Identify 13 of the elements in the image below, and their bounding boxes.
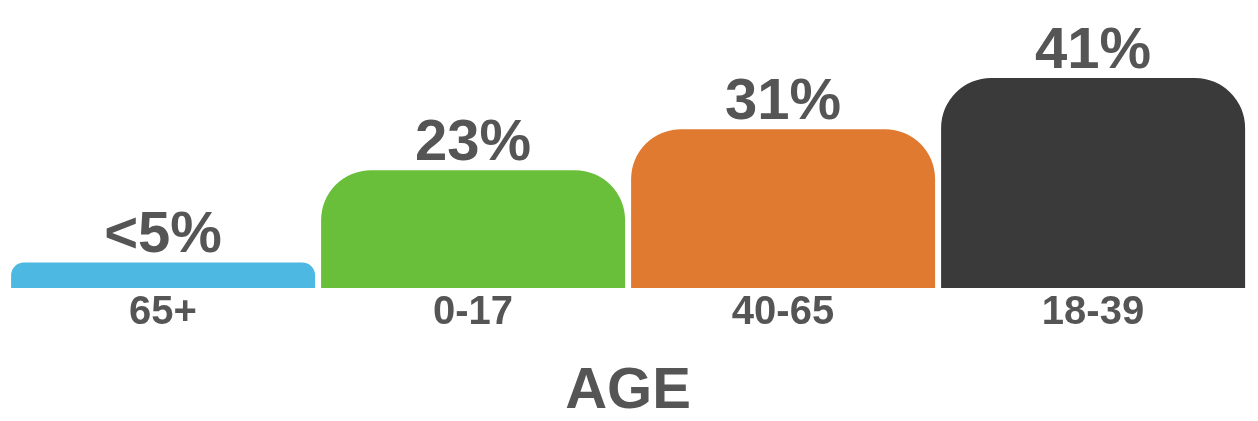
data-label: <5% bbox=[104, 199, 222, 265]
data-label: 23% bbox=[415, 107, 532, 173]
x-tick-label: 18-39 bbox=[1041, 288, 1145, 333]
bar bbox=[321, 170, 626, 288]
data-label: 31% bbox=[725, 66, 842, 132]
bar bbox=[11, 262, 316, 288]
x-tick-label: 65+ bbox=[129, 288, 197, 333]
x-axis-title: AGE bbox=[565, 355, 691, 420]
bar bbox=[631, 129, 936, 288]
x-tick-label: 40-65 bbox=[731, 288, 835, 333]
bar bbox=[941, 78, 1246, 288]
data-label: 41% bbox=[1035, 15, 1152, 80]
x-tick-label: 0-17 bbox=[432, 288, 514, 333]
